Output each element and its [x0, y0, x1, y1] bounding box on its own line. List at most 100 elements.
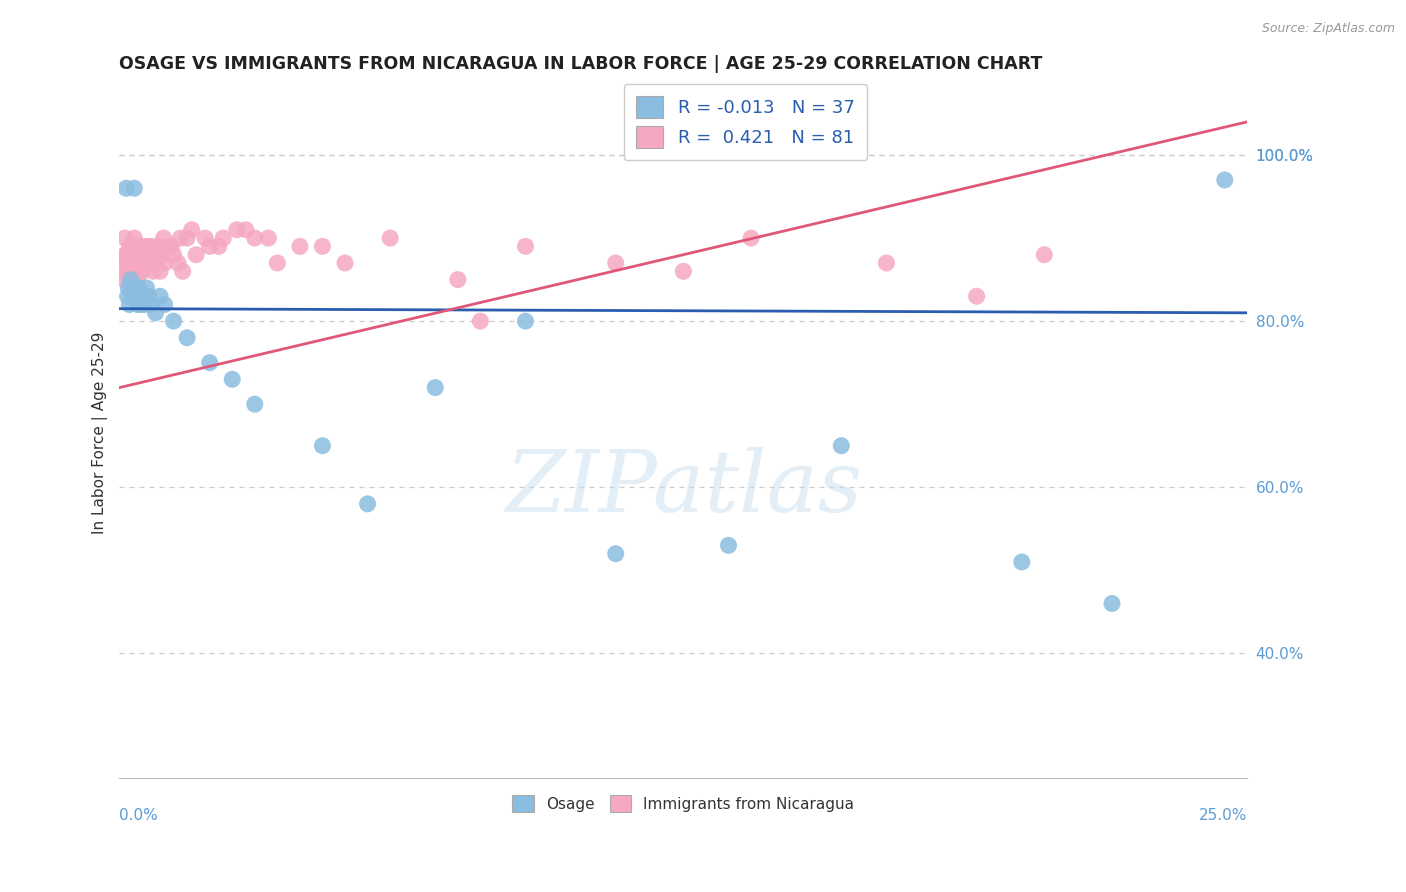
Point	[142, 264, 165, 278]
Point	[150, 248, 173, 262]
Point	[198, 356, 221, 370]
Point	[257, 231, 280, 245]
Point	[117, 281, 139, 295]
Point	[288, 239, 311, 253]
Point	[186, 248, 208, 262]
Point	[138, 289, 160, 303]
Point	[121, 256, 143, 270]
Point	[127, 256, 149, 270]
Point	[717, 538, 740, 552]
Legend: Osage, Immigrants from Nicaragua: Osage, Immigrants from Nicaragua	[506, 789, 860, 819]
Point	[208, 239, 231, 253]
Point	[120, 272, 142, 286]
Point	[162, 248, 184, 262]
Point	[425, 381, 447, 395]
Point	[117, 256, 139, 270]
Point	[830, 439, 852, 453]
Point	[1033, 248, 1056, 262]
Point	[121, 248, 143, 262]
Point	[122, 272, 145, 286]
Point	[118, 272, 141, 286]
Point	[153, 297, 176, 311]
Point	[153, 256, 176, 270]
Text: 25.0%: 25.0%	[1199, 808, 1247, 823]
Point	[127, 272, 149, 286]
Point	[125, 264, 148, 278]
Point	[120, 264, 142, 278]
Point	[117, 272, 139, 286]
Point	[118, 239, 141, 253]
Point	[149, 289, 172, 303]
Point	[124, 181, 146, 195]
Point	[115, 181, 138, 195]
Point	[124, 239, 146, 253]
Point	[235, 223, 257, 237]
Point	[169, 231, 191, 245]
Point	[333, 256, 356, 270]
Point	[117, 289, 139, 303]
Point	[243, 231, 266, 245]
Text: Source: ZipAtlas.com: Source: ZipAtlas.com	[1261, 22, 1395, 36]
Point	[378, 231, 401, 245]
Point	[176, 231, 198, 245]
Text: 0.0%: 0.0%	[120, 808, 159, 823]
Point	[180, 223, 202, 237]
Point	[125, 281, 148, 295]
Point	[129, 239, 152, 253]
Point	[112, 272, 135, 286]
Y-axis label: In Labor Force | Age 25-29: In Labor Force | Age 25-29	[93, 332, 108, 534]
Point	[145, 306, 167, 320]
Point	[131, 289, 153, 303]
Point	[212, 231, 235, 245]
Point	[128, 264, 150, 278]
Point	[141, 239, 163, 253]
Point	[134, 248, 156, 262]
Point	[125, 256, 148, 270]
Point	[266, 256, 288, 270]
Point	[134, 248, 156, 262]
Point	[356, 497, 378, 511]
Point	[131, 264, 153, 278]
Point	[1101, 597, 1123, 611]
Point	[129, 297, 152, 311]
Text: OSAGE VS IMMIGRANTS FROM NICARAGUA IN LABOR FORCE | AGE 25-29 CORRELATION CHART: OSAGE VS IMMIGRANTS FROM NICARAGUA IN LA…	[120, 55, 1043, 73]
Point	[135, 281, 157, 295]
Point	[125, 239, 148, 253]
Point	[115, 256, 138, 270]
Point	[221, 372, 243, 386]
Point	[148, 239, 170, 253]
Point	[129, 248, 152, 262]
Point	[311, 239, 333, 253]
Point	[138, 256, 160, 270]
Point	[134, 297, 156, 311]
Point	[120, 248, 142, 262]
Point	[115, 248, 138, 262]
Point	[966, 289, 988, 303]
Point	[139, 297, 162, 311]
Point	[1011, 555, 1033, 569]
Point	[129, 256, 152, 270]
Point	[162, 314, 184, 328]
Point	[167, 256, 190, 270]
Point	[132, 256, 155, 270]
Point	[172, 264, 194, 278]
Point	[124, 231, 146, 245]
Point	[672, 264, 695, 278]
Point	[139, 248, 162, 262]
Point	[128, 248, 150, 262]
Point	[122, 248, 145, 262]
Point	[118, 297, 141, 311]
Point	[150, 248, 173, 262]
Point	[122, 281, 145, 295]
Point	[311, 439, 333, 453]
Point	[146, 248, 169, 262]
Point	[740, 231, 762, 245]
Point	[515, 314, 537, 328]
Point	[135, 239, 157, 253]
Point	[243, 397, 266, 411]
Point	[157, 239, 180, 253]
Point	[470, 314, 492, 328]
Text: ZIPatlas: ZIPatlas	[505, 447, 862, 530]
Point	[136, 239, 159, 253]
Point	[225, 223, 247, 237]
